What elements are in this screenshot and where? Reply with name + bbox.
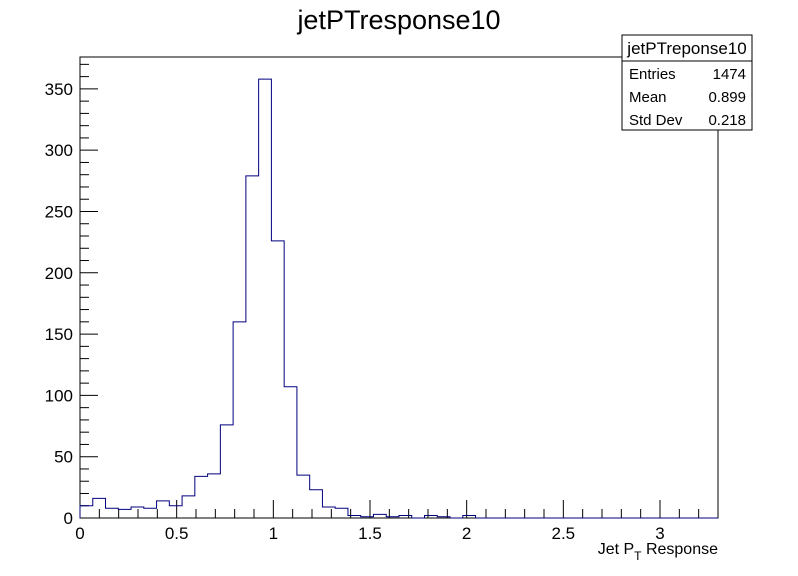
x-tick-label: 2 <box>462 524 471 543</box>
histogram-bin <box>463 516 476 518</box>
stats-value-entries: 1474 <box>713 66 746 83</box>
y-tick-label: 250 <box>45 202 73 221</box>
x-tick-label: 3 <box>655 524 664 543</box>
histogram-bin <box>80 506 93 518</box>
histogram-bin <box>246 176 259 518</box>
y-tick-label: 100 <box>45 386 73 405</box>
histogram-bin <box>348 516 361 518</box>
x-tick-label: 2.5 <box>552 524 576 543</box>
histogram-bin <box>361 517 374 518</box>
y-tick-label: 200 <box>45 264 73 283</box>
stats-title: jetPTreponse10 <box>626 39 746 58</box>
histogram-bin <box>93 498 106 518</box>
histogram-bin <box>195 476 208 518</box>
x-axis-label-main: Jet P <box>598 541 634 558</box>
histogram-bin <box>259 79 272 518</box>
histogram-outline <box>79 78 718 519</box>
histogram-bin <box>284 387 297 518</box>
plot-frame <box>79 56 719 519</box>
histogram-bin <box>182 496 195 518</box>
y-tick-label: 150 <box>45 325 73 344</box>
histogram-bin <box>297 475 310 518</box>
y-axis: 0 50 100 150 200 250 300 350 <box>45 63 98 528</box>
x-tick-label: 1.5 <box>358 524 382 543</box>
histogram-bin <box>157 501 170 518</box>
y-tick-label: 300 <box>45 141 73 160</box>
histogram-bin <box>373 514 386 518</box>
histogram-bin <box>220 425 233 518</box>
x-tick-label: 1 <box>269 524 278 543</box>
x-axis-label-subscript: T <box>634 549 642 563</box>
histogram-bin <box>399 516 412 518</box>
histogram-bin <box>335 508 348 518</box>
histogram-bin <box>437 517 450 518</box>
x-tick-label: 0.5 <box>165 524 189 543</box>
histogram-series <box>79 78 718 519</box>
histogram-bin <box>144 508 157 518</box>
stats-value-stddev: 0.218 <box>708 112 746 129</box>
y-tick-label: 0 <box>64 509 73 528</box>
x-tick-label: 0 <box>75 524 84 543</box>
histogram-bin <box>271 241 284 518</box>
histogram-bin <box>106 508 119 518</box>
y-tick-label: 50 <box>54 448 73 467</box>
histogram-bin <box>322 507 335 518</box>
histogram-bin <box>233 322 246 518</box>
histogram-bin <box>208 474 221 518</box>
histogram-bin <box>310 490 323 518</box>
stats-label-mean: Mean <box>629 89 667 106</box>
stats-label-stddev: Std Dev <box>629 112 683 129</box>
histogram-bin <box>118 509 131 518</box>
stats-box: jetPTreponse10 Entries 1474 Mean 0.899 S… <box>621 34 753 131</box>
y-tick-label: 350 <box>45 80 73 99</box>
histogram-bin <box>169 506 182 518</box>
chart-title: jetPTresponse10 <box>296 5 500 35</box>
stats-box-frame <box>621 34 753 131</box>
stats-value-mean: 0.899 <box>708 89 746 106</box>
x-axis-label-rest: Response <box>642 541 719 558</box>
histogram-bin <box>131 507 144 518</box>
x-axis: 0 0.5 1 1.5 2 2.5 3 <box>75 500 719 543</box>
x-axis-label: Jet PT Response <box>598 541 718 563</box>
histogram-bin <box>386 517 399 518</box>
histogram-bin <box>425 516 438 518</box>
stats-label-entries: Entries <box>629 66 676 83</box>
